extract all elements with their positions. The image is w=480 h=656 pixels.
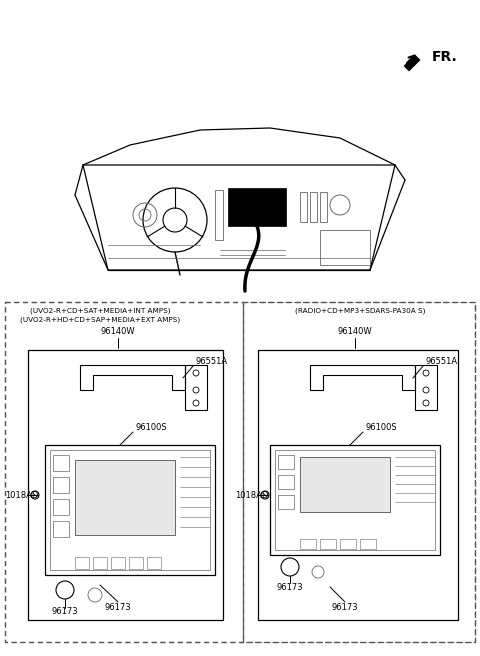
Bar bbox=[258, 350, 458, 620]
Text: (RADIO+CD+MP3+SDARS-PA30A S): (RADIO+CD+MP3+SDARS-PA30A S) bbox=[295, 308, 425, 314]
Bar bbox=[320, 230, 370, 265]
Bar bbox=[50, 450, 210, 570]
Bar bbox=[75, 460, 175, 535]
Bar bbox=[129, 557, 143, 569]
Text: (UVO2-R+CD+SAT+MEDIA+INT AMPS): (UVO2-R+CD+SAT+MEDIA+INT AMPS) bbox=[30, 308, 170, 314]
Text: (UVO2-R+HD+CD+SAP+MEDIA+EXT AMPS): (UVO2-R+HD+CD+SAP+MEDIA+EXT AMPS) bbox=[20, 317, 180, 323]
Bar bbox=[5, 302, 475, 642]
Bar bbox=[320, 539, 336, 549]
Text: 96100S: 96100S bbox=[365, 424, 396, 432]
Bar bbox=[300, 457, 390, 512]
Bar bbox=[360, 539, 376, 549]
Bar bbox=[53, 521, 69, 537]
Text: 96173: 96173 bbox=[276, 583, 303, 592]
Bar bbox=[215, 190, 223, 240]
Bar bbox=[75, 557, 89, 569]
Bar bbox=[300, 192, 307, 222]
Bar bbox=[53, 499, 69, 515]
Bar bbox=[147, 557, 161, 569]
Text: 96551A: 96551A bbox=[195, 358, 227, 367]
Bar bbox=[111, 557, 125, 569]
Bar bbox=[310, 192, 317, 222]
Bar bbox=[93, 557, 107, 569]
Bar bbox=[53, 455, 69, 471]
Text: 1018AD: 1018AD bbox=[235, 491, 269, 499]
Bar bbox=[278, 455, 294, 469]
Text: 96140W: 96140W bbox=[338, 327, 372, 337]
Text: 96173: 96173 bbox=[105, 604, 132, 613]
Bar bbox=[278, 475, 294, 489]
Bar bbox=[45, 445, 215, 575]
Bar bbox=[415, 365, 437, 410]
Polygon shape bbox=[404, 55, 420, 71]
Text: FR.: FR. bbox=[432, 50, 458, 64]
Bar bbox=[300, 539, 316, 549]
Text: 96173: 96173 bbox=[52, 607, 78, 617]
Bar bbox=[278, 495, 294, 509]
Bar bbox=[28, 350, 223, 620]
Text: 96140W: 96140W bbox=[101, 327, 135, 337]
Text: 96551A: 96551A bbox=[425, 358, 457, 367]
Bar bbox=[5, 302, 243, 642]
Bar bbox=[340, 539, 356, 549]
Text: 1018AD: 1018AD bbox=[5, 491, 39, 499]
Bar bbox=[270, 445, 440, 555]
Text: 96173: 96173 bbox=[332, 604, 358, 613]
Bar bbox=[53, 477, 69, 493]
Text: 96100S: 96100S bbox=[135, 424, 167, 432]
Bar bbox=[243, 302, 475, 642]
Bar bbox=[275, 450, 435, 550]
Bar bbox=[228, 188, 286, 226]
Bar bbox=[320, 192, 327, 222]
Bar bbox=[185, 365, 207, 410]
